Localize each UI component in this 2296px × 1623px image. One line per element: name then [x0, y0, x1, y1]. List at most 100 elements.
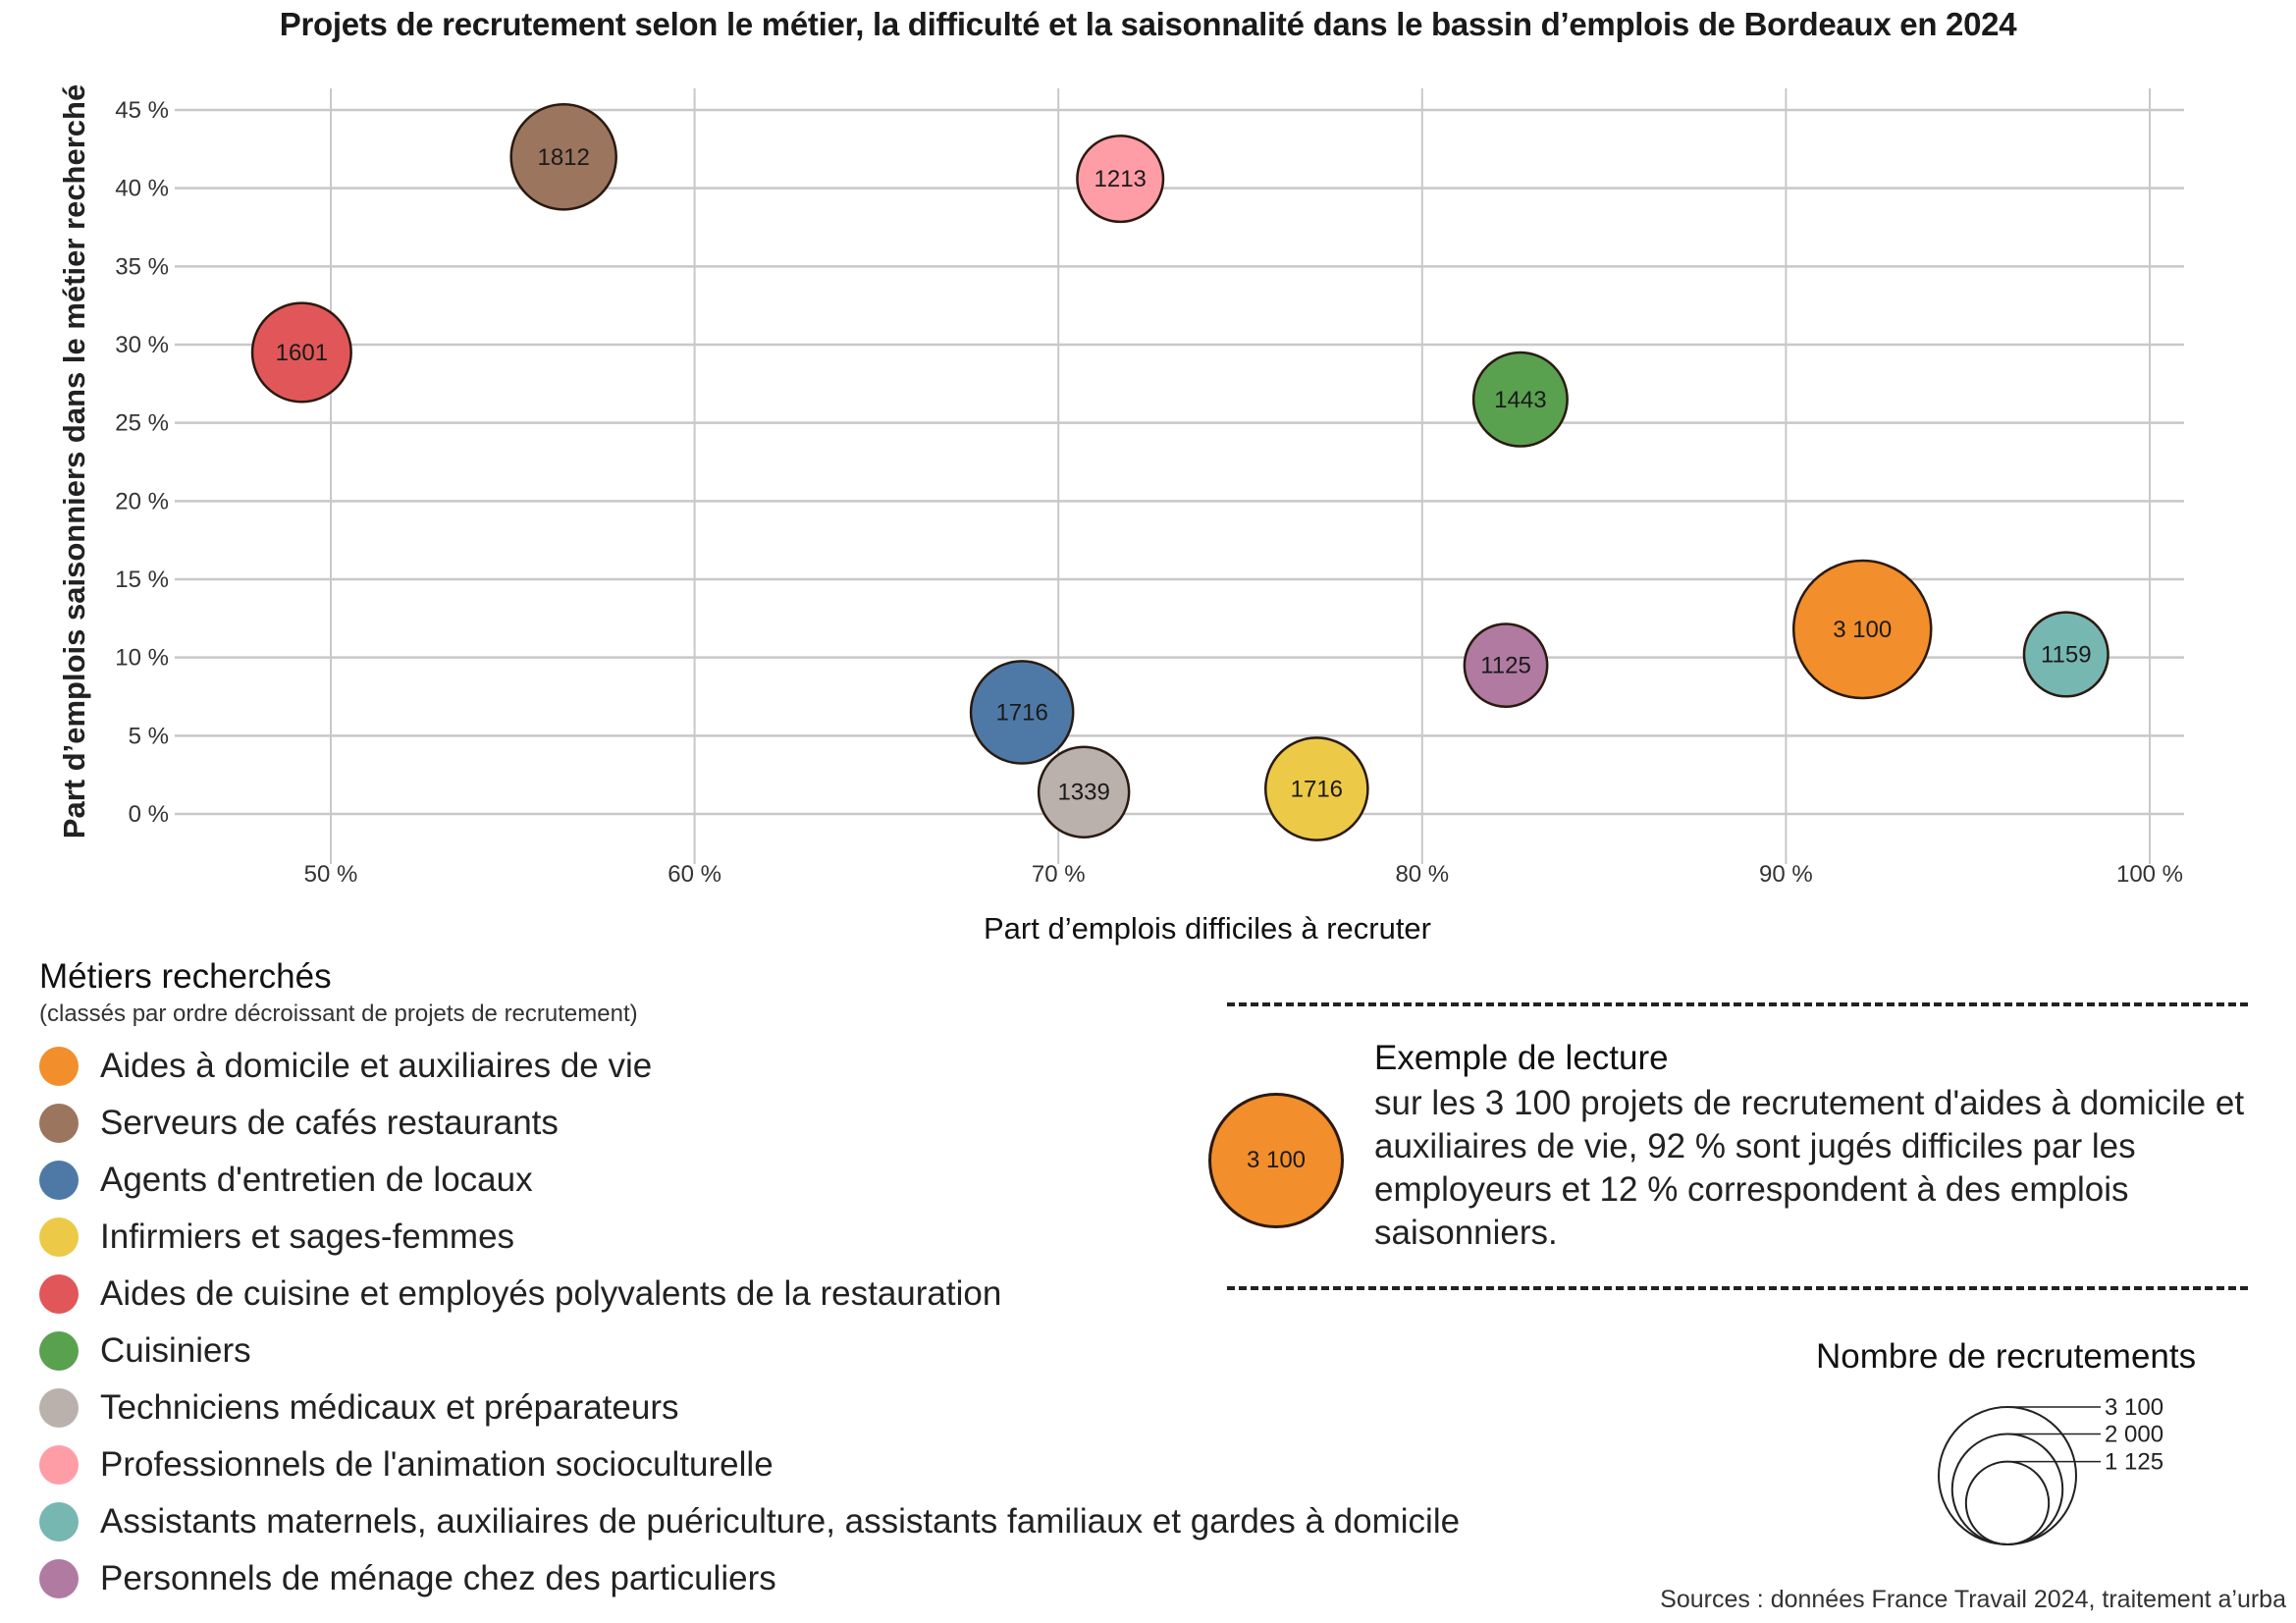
- source-note: Sources : données France Travail 2024, t…: [1660, 1586, 2286, 1613]
- legend-label: Aides de cuisine et employés polyvalents…: [100, 1274, 1002, 1313]
- x-axis-label: Part d’emplois difficiles à recruter: [984, 911, 1431, 946]
- legend-item: Agents d'entretien de locaux: [39, 1152, 1460, 1209]
- x-tick-label: 60 %: [667, 861, 721, 884]
- y-tick-label: 5 %: [129, 723, 169, 749]
- x-tick-label: 70 %: [1032, 861, 1086, 884]
- legend-item: Aides de cuisine et employés polyvalents…: [39, 1266, 1460, 1323]
- legend-label: Personnels de ménage chez des particulie…: [100, 1559, 776, 1597]
- legend-swatch: [39, 1274, 79, 1314]
- legend-label: Agents d'entretien de locaux: [100, 1161, 533, 1199]
- bubble: 1339: [1037, 745, 1131, 839]
- y-tick-label: 0 %: [129, 801, 169, 828]
- legend-item: Serveurs de cafés restaurants: [39, 1095, 1460, 1152]
- bubble: 1716: [969, 660, 1075, 765]
- size-legend-circle: [1938, 1406, 2077, 1545]
- bubble-circle: [509, 103, 617, 211]
- legend-label: Serveurs de cafés restaurants: [100, 1104, 559, 1142]
- bubble: 1213: [1076, 135, 1165, 224]
- legend-swatch: [39, 1217, 79, 1257]
- y-axis-ticks: 0 % 5 % 10 % 15 % 20 % 25 % 30 % 35 % 40 % 45 %: [115, 97, 169, 828]
- bubble-circle: [969, 660, 1075, 765]
- legend: Métiers recherchés (classés par ordre dé…: [39, 957, 1460, 1607]
- x-tick-label: 100 %: [2116, 861, 2183, 884]
- legend-item: Cuisiniers: [39, 1323, 1460, 1380]
- bubble-label: 1716: [995, 699, 1047, 726]
- legend-item: Professionnels de l'animation sociocultu…: [39, 1436, 1460, 1493]
- bubble: 3 100: [1791, 559, 1933, 700]
- legend-item: Techniciens médicaux et préparateurs: [39, 1380, 1460, 1436]
- bubble-circle: [1471, 351, 1569, 448]
- bubble: 1812: [509, 103, 617, 211]
- legend-label: Assistants maternels, auxiliaires de pué…: [100, 1502, 1461, 1541]
- legend-label: Aides à domicile et auxiliaires de vie: [100, 1047, 653, 1085]
- size-legend-circle: [1964, 1460, 2051, 1545]
- bubble-label: 1812: [537, 144, 589, 171]
- bubble-label: 1159: [2041, 641, 2092, 668]
- chart-title: Projets de recrutement selon le métier, …: [279, 6, 2017, 42]
- legend-item: Aides à domicile et auxiliaires de vie: [39, 1038, 1460, 1095]
- bubble-label: 1125: [1480, 653, 1531, 679]
- bubble-label: 1443: [1494, 387, 1546, 413]
- legend-swatch: [39, 1445, 79, 1485]
- bubble: 1716: [1263, 736, 1369, 841]
- y-tick-label: 25 %: [115, 410, 169, 437]
- example-bubble-label: 3 100: [1246, 1147, 1307, 1173]
- example-bubble: 3 100: [1208, 1093, 1344, 1228]
- x-axis-ticks: 50 % 60 % 70 % 80 % 90 % 100 %: [304, 861, 2183, 884]
- legend-item: Personnels de ménage chez des particulie…: [39, 1550, 1460, 1607]
- bubble-chart: 0 % 5 % 10 % 15 % 20 % 25 % 30 % 35 % 40 % 45 % 5…: [115, 88, 2184, 884]
- y-axis-label: Part d’emplois saisonniers dans le métie…: [57, 83, 91, 839]
- bubble-circle: [1076, 135, 1165, 224]
- bubble: 1601: [250, 301, 352, 404]
- size-legend-label: 3 100: [2105, 1394, 2163, 1421]
- legend-label: Cuisiniers: [100, 1331, 251, 1370]
- x-tick-label: 50 %: [304, 861, 358, 884]
- legend-swatch: [39, 1331, 79, 1371]
- legend-swatch: [39, 1047, 79, 1086]
- x-tick-label: 90 %: [1759, 861, 1813, 884]
- bubble-circle: [1463, 622, 1549, 709]
- bubble-circle: [2022, 611, 2109, 698]
- bubble-label: 1339: [1057, 780, 1109, 806]
- legend-items: Aides à domicile et auxiliaires de vie Se…: [39, 1038, 1460, 1607]
- legend-swatch: [39, 1161, 79, 1200]
- bubble-circle: [250, 301, 352, 404]
- legend-item: Assistants maternels, auxiliaires de pué…: [39, 1493, 1460, 1550]
- legend-title: Métiers recherchés: [39, 957, 332, 996]
- legend-label: Infirmiers et sages-femmes: [100, 1217, 515, 1256]
- legend-item: Infirmiers et sages-femmes: [39, 1209, 1460, 1266]
- size-legend-label: 1 125: [2105, 1449, 2163, 1476]
- bubble: 1125: [1463, 622, 1549, 709]
- divider-bottom: [1227, 1286, 2248, 1290]
- legend-swatch: [39, 1388, 79, 1428]
- grid-lines: [175, 88, 2184, 864]
- bubble-circle: [1037, 745, 1131, 839]
- bubbles: 3 100 1812 1716 1716 1601 1443 1339 1213 1159 112…: [250, 103, 2109, 841]
- bubble-label: 3 100: [1833, 617, 1892, 643]
- y-tick-label: 20 %: [115, 488, 169, 514]
- legend-swatch: [39, 1502, 79, 1542]
- y-tick-label: 40 %: [115, 176, 169, 202]
- bubble-label: 1213: [1095, 166, 1147, 192]
- legend-subtitle: (classés par ordre décroissant de projet…: [39, 1001, 638, 1027]
- bubble: 1443: [1471, 351, 1569, 448]
- y-tick-label: 10 %: [115, 645, 169, 672]
- y-tick-label: 30 %: [115, 332, 169, 358]
- legend-label: Professionnels de l'animation sociocultu…: [100, 1445, 774, 1484]
- bubble-circle: [1791, 559, 1933, 700]
- bubble-label: 1601: [276, 340, 328, 366]
- y-tick-label: 45 %: [115, 97, 169, 124]
- legend-swatch: [39, 1104, 79, 1143]
- legend-swatch: [39, 1559, 79, 1598]
- size-legend-label: 2 000: [2105, 1422, 2163, 1448]
- y-tick-label: 35 %: [115, 253, 169, 280]
- example-text: sur les 3 100 projets de recrutement d'a…: [1374, 1084, 2245, 1252]
- divider-top: [1227, 1002, 2248, 1006]
- size-legend-title: Nombre de recrutements: [1816, 1337, 2197, 1376]
- bubble: 1159: [2022, 611, 2109, 698]
- example-title: Exemple de lecture: [1374, 1039, 1669, 1077]
- x-tick-label: 80 %: [1395, 861, 1449, 884]
- bubble-label: 1716: [1291, 777, 1343, 803]
- bubble-circle: [1263, 736, 1369, 841]
